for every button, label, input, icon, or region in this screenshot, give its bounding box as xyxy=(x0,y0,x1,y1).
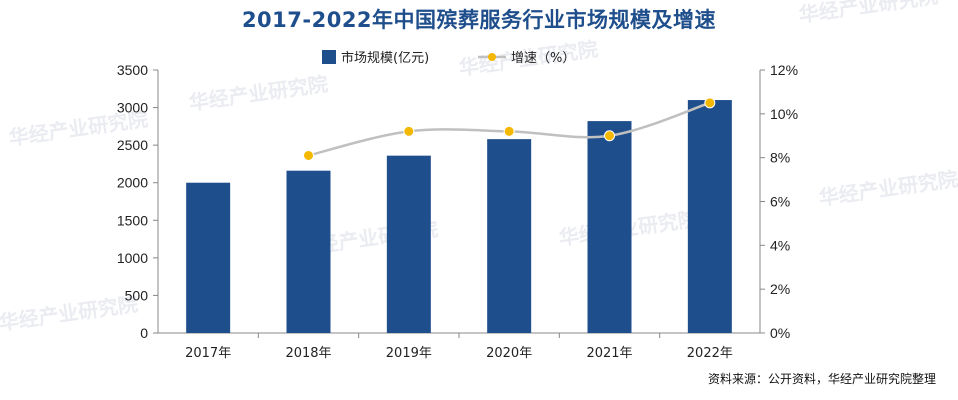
x-axis-tick-label: 2018年 xyxy=(285,346,331,361)
axes-layer: 0 500 1000 1500 2000 2500 3000 3500 0% 2% 4% 6% 8% 10… xyxy=(117,62,798,361)
growth-point xyxy=(704,97,716,109)
right-axis-tick-label: 6% xyxy=(770,194,790,210)
bar-2020年 xyxy=(487,139,532,333)
right-axis-tick-label: 8% xyxy=(770,150,790,166)
watermark-layer: 华经产业研究院华经产业研究院华经产业研究院华经产业研究院华经产业研究院华经产业研… xyxy=(0,0,958,335)
growth-point xyxy=(403,125,415,137)
right-axis-tick-label: 10% xyxy=(770,106,798,122)
x-axis-tick-label: 2017年 xyxy=(185,346,231,361)
bar-2019年 xyxy=(386,155,431,333)
left-axis-tick-label: 3000 xyxy=(117,100,148,116)
x-axis-tick-label: 2022年 xyxy=(687,346,733,361)
legend-line-marker xyxy=(488,53,496,61)
chart-title: 2017-2022年中国殡葬服务行业市场规模及增速 xyxy=(241,8,717,32)
bar-2018年 xyxy=(286,170,331,333)
x-axis-tick-label: 2020年 xyxy=(486,346,532,361)
left-axis-tick-label: 0 xyxy=(140,325,148,341)
growth-point xyxy=(303,149,314,161)
right-axis-tick-label: 4% xyxy=(770,237,790,253)
growth-point xyxy=(604,130,615,142)
line-layer xyxy=(303,97,716,161)
growth-point xyxy=(503,125,515,137)
x-axis-tick-label: 2021年 xyxy=(586,346,632,361)
watermark-text: 华经产业研究院 xyxy=(817,167,958,210)
legend-bar-label: 市场规模(亿元) xyxy=(341,50,429,66)
bar-2022年 xyxy=(687,100,732,333)
bars-layer xyxy=(186,100,732,334)
right-axis-tick-label: 2% xyxy=(770,281,790,297)
legend: 市场规模(亿元) 增速（%） xyxy=(322,50,575,66)
legend-bar-swatch xyxy=(322,50,336,64)
bar-2021年 xyxy=(587,121,632,334)
watermark-text: 华经产业研究院 xyxy=(797,0,939,27)
left-axis-tick-label: 500 xyxy=(125,287,149,303)
bar-2017年 xyxy=(186,182,231,333)
left-axis-tick-label: 2500 xyxy=(117,137,148,153)
x-axis-tick-label: 2019年 xyxy=(386,346,432,361)
left-axis-tick-label: 2000 xyxy=(117,175,148,191)
watermark-text: 华经产业研究院 xyxy=(187,72,329,115)
watermark-text: 华经产业研究院 xyxy=(0,292,139,335)
left-axis-tick-label: 1500 xyxy=(117,212,148,228)
left-axis-tick-label: 1000 xyxy=(117,250,148,266)
source-note: 资料来源：公开资料，华经产业研究院整理 xyxy=(707,372,936,386)
left-axis-tick-label: 3500 xyxy=(117,62,148,78)
legend-line-label: 增速（%） xyxy=(511,51,575,66)
right-axis-tick-label: 12% xyxy=(770,62,798,78)
right-axis-tick-label: 0% xyxy=(770,325,790,341)
